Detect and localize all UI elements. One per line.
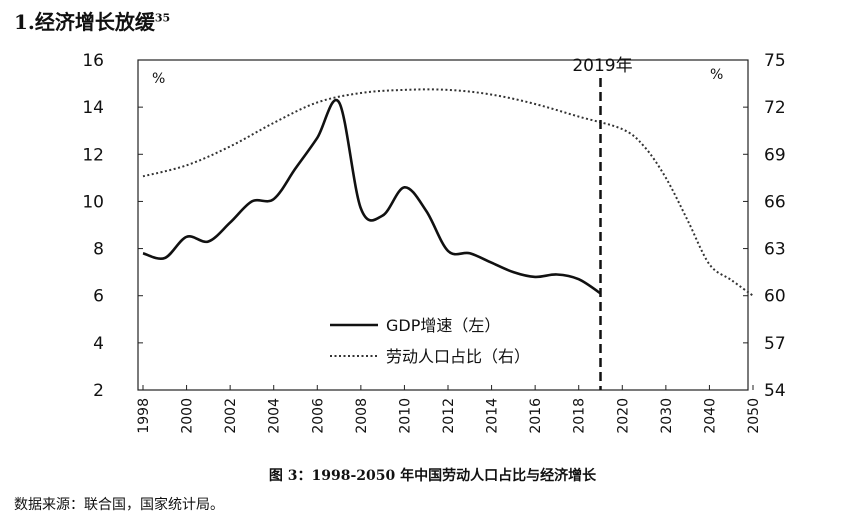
left-axis-tick-label: 10	[82, 192, 104, 212]
left-axis-tick-label: 8	[93, 240, 104, 260]
right-axis-tick-label: 63	[764, 240, 786, 260]
left-axis-unit: %	[152, 71, 165, 87]
heading-text: 1.经济增长放缓	[14, 10, 155, 34]
x-axis-tick-label: 2020	[615, 398, 631, 434]
right-axis-tick-label: 69	[764, 145, 786, 165]
legend-labor-label: 劳动人口占比（右）	[386, 347, 530, 366]
right-axis-tick-label: 75	[764, 51, 786, 71]
x-axis-tick-label: 2010	[397, 398, 413, 434]
right-axis-tick-label: 60	[764, 287, 786, 307]
right-axis-unit: %	[710, 67, 723, 83]
right-axis-tick-label: 72	[764, 98, 786, 118]
heading-footnote: 35	[154, 11, 171, 25]
figure-caption: 图 3：1998-2050 年中国劳动人口占比与经济增长	[268, 468, 597, 484]
x-axis-tick-label: 2002	[223, 398, 239, 434]
x-axis-tick-label: 2050	[746, 398, 762, 434]
legend-gdp-label: GDP增速（左）	[386, 316, 500, 335]
x-axis-tick-label: 2040	[702, 398, 718, 434]
right-axis-tick-label: 54	[764, 381, 786, 401]
gdp-growth-line	[142, 98, 602, 295]
left-axis-tick-label: 2	[93, 381, 104, 401]
chart-heading: 1.经济增长放缓35	[14, 6, 170, 35]
x-axis-tick-label: 2030	[659, 398, 675, 434]
x-axis-tick-label: 2014	[485, 398, 501, 434]
labor-share-line	[142, 88, 754, 297]
data-source: 数据来源：联合国，国家统计局。	[14, 497, 224, 513]
x-axis-tick-label: 2006	[310, 398, 326, 434]
x-axis-tick-label: 2008	[354, 398, 370, 434]
left-axis-tick-label: 14	[82, 98, 104, 118]
x-axis-tick-label: 1998	[136, 398, 152, 434]
left-axis-tick-label: 16	[82, 51, 104, 71]
x-axis-tick-label: 2000	[180, 398, 196, 434]
plot-frame	[137, 59, 749, 391]
left-axis-tick-label: 12	[82, 145, 104, 165]
x-axis-tick-label: 2012	[441, 398, 457, 434]
x-axis-tick-label: 2004	[267, 398, 283, 434]
marker-2019-label: 2019年	[572, 56, 632, 76]
left-axis-tick-label: 4	[93, 334, 104, 354]
chart: 16 14 12 10 8 6 4 2 75 72 69 66 63 60 57 54% % 1998 2000 20…	[82, 51, 786, 434]
right-axis-tick-label: 66	[764, 192, 786, 212]
left-axis-tick-label: 6	[93, 287, 104, 307]
x-axis-tick-label: 2016	[528, 398, 544, 434]
x-axis-tick-label: 2018	[572, 398, 588, 434]
right-axis-tick-label: 57	[764, 334, 786, 354]
